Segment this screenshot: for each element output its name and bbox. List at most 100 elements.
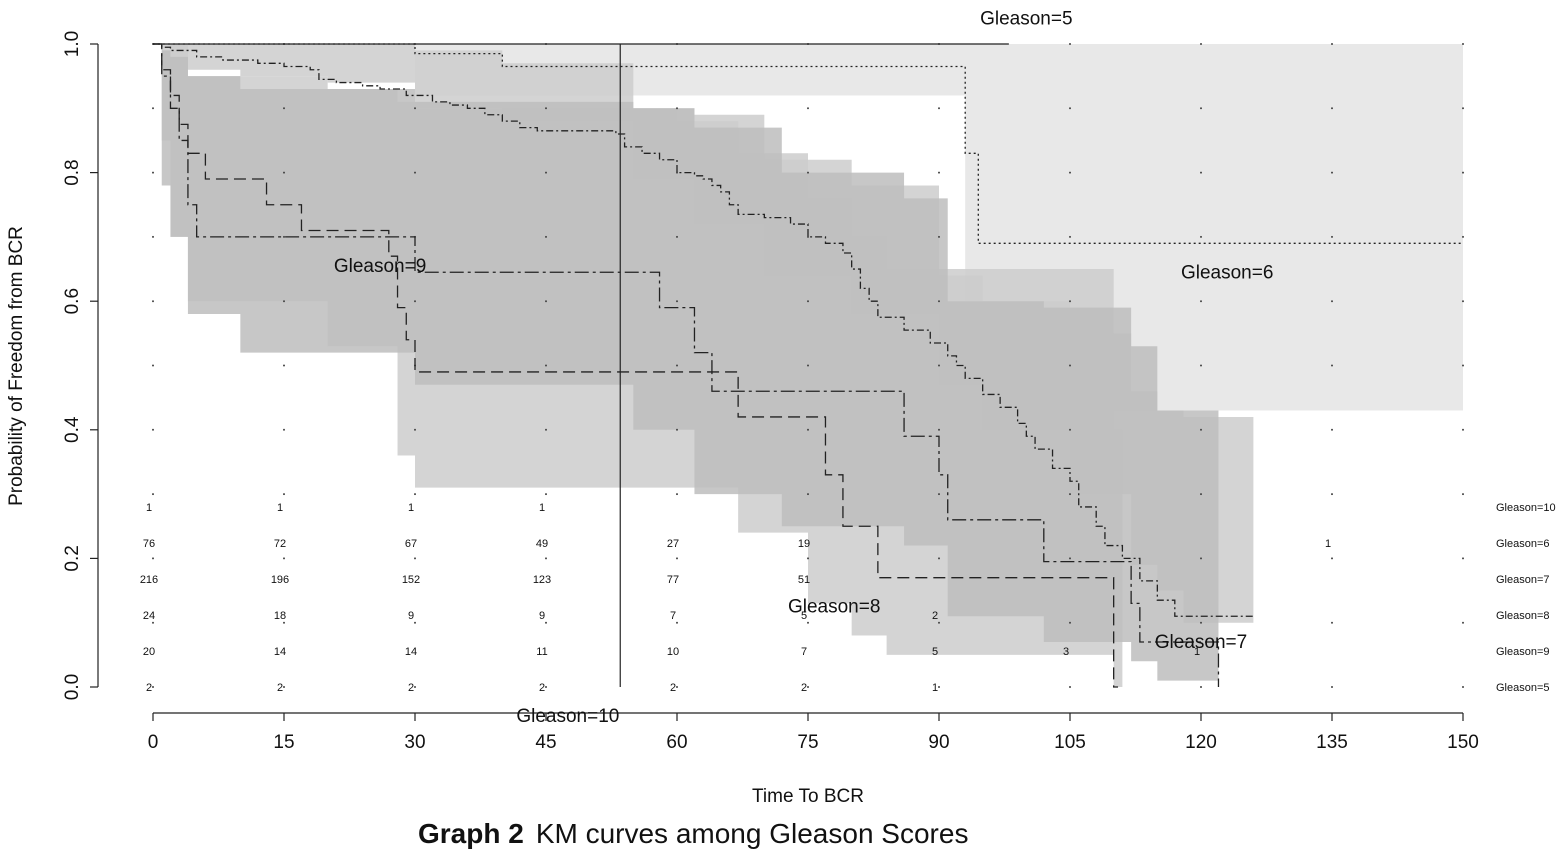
grid-dot [283, 557, 285, 560]
grid-dot [152, 364, 154, 367]
risk-count: 7 [801, 646, 807, 658]
grid-dot [807, 171, 809, 174]
grid-dot [414, 493, 416, 496]
grid-dot [152, 686, 154, 688]
risk-count: 152 [402, 574, 420, 586]
grid-dot [545, 107, 547, 110]
risk-count: 1 [932, 682, 938, 694]
risk-count: 2 [670, 682, 676, 694]
figure-caption: Graph 2 KM curves among Gleason Scores [418, 818, 968, 850]
grid-dot [283, 428, 285, 431]
grid-dot [1200, 557, 1202, 560]
grid-dot [676, 557, 678, 560]
grid-dot [1069, 428, 1071, 431]
grid-dot [676, 364, 678, 367]
x-tick-label: 15 [273, 732, 294, 753]
series-label-gleason-10: Gleason=10 [516, 706, 619, 727]
risk-count: 9 [408, 610, 414, 622]
risk-count: 18 [274, 610, 286, 622]
risk-count: 14 [274, 646, 286, 658]
grid-dot [1331, 557, 1333, 560]
grid-dot [1462, 107, 1464, 110]
risk-count: 1 [408, 502, 414, 514]
grid-dot [938, 557, 940, 560]
x-tick-label: 105 [1054, 732, 1086, 753]
y-tick-label: 0.2 [62, 545, 83, 571]
grid-dot [545, 235, 547, 238]
grid-dot [1331, 107, 1333, 110]
risk-count: 2 [408, 682, 414, 694]
grid-dot [545, 428, 547, 431]
grid-dot [1200, 43, 1202, 45]
grid-dot [1462, 557, 1464, 560]
grid-dot [545, 364, 547, 367]
grid-dot [152, 428, 154, 431]
risk-count: 77 [667, 574, 679, 586]
grid-dot [1462, 171, 1464, 174]
grid-dot [1462, 43, 1464, 45]
risk-count: 2 [539, 682, 545, 694]
grid-dot [283, 686, 285, 688]
grid-dot [807, 428, 809, 431]
axis-ticks: 0 15 30 45 60 75 90 105 120 135 1500.00.20.40.60.8… [62, 31, 1479, 753]
grid-dot [807, 621, 809, 624]
risk-count: 67 [405, 538, 417, 550]
risk-count: 27 [667, 538, 679, 550]
grid-dot [1331, 235, 1333, 238]
grid-dot [1200, 171, 1202, 174]
grid-dot [1331, 364, 1333, 367]
dotted-grid [152, 43, 1464, 688]
x-tick-label: 75 [797, 732, 818, 753]
risk-count: 1 [539, 502, 545, 514]
risk-row-label: Gleason=9 [1496, 646, 1550, 658]
risk-row-label: Gleason=7 [1496, 574, 1550, 586]
risk-count: 2 [146, 682, 152, 694]
risk-count: 10 [667, 646, 679, 658]
risk-count: 1 [1325, 538, 1331, 550]
grid-dot [414, 428, 416, 431]
series-label-gleason-8: Gleason=8 [788, 597, 880, 618]
grid-dot [283, 300, 285, 303]
risk-count: 72 [274, 538, 286, 550]
grid-dot [938, 428, 940, 431]
grid-dot [283, 235, 285, 238]
risk-count: 20 [143, 646, 155, 658]
grid-dot [1331, 428, 1333, 431]
grid-dot [414, 621, 416, 624]
risk-count: 49 [536, 538, 548, 550]
grid-dot [152, 493, 154, 496]
grid-dot [807, 493, 809, 496]
grid-dot [414, 557, 416, 560]
x-axis-label: Time To BCR [752, 786, 864, 807]
grid-dot [1331, 171, 1333, 174]
grid-dot [676, 428, 678, 431]
grid-dot [545, 557, 547, 560]
grid-dot [1331, 300, 1333, 303]
y-tick-label: 0.0 [62, 674, 83, 700]
grid-dot [1331, 493, 1333, 496]
grid-dot [938, 300, 940, 303]
grid-dot [1069, 364, 1071, 367]
risk-count: 14 [405, 646, 417, 658]
grid-dot [1069, 300, 1071, 303]
risk-count: 2 [277, 682, 283, 694]
grid-dot [1462, 235, 1464, 238]
grid-dot [676, 171, 678, 174]
grid-dot [1069, 43, 1071, 45]
grid-dot [152, 557, 154, 560]
grid-dot [807, 107, 809, 110]
curve-gleason-8 [153, 43, 1119, 688]
grid-dot [676, 300, 678, 303]
grid-dot [283, 621, 285, 624]
grid-dot [1200, 686, 1202, 688]
risk-count: 11 [536, 646, 547, 658]
risk-row-label: Gleason=8 [1496, 610, 1550, 622]
series-label-gleason-6: Gleason=6 [1181, 262, 1273, 283]
x-tick-label: 90 [928, 732, 949, 753]
grid-dot [414, 300, 416, 303]
grid-dot [414, 107, 416, 110]
x-tick-label: 120 [1185, 732, 1217, 753]
caption-label: Graph 2 [418, 818, 524, 849]
